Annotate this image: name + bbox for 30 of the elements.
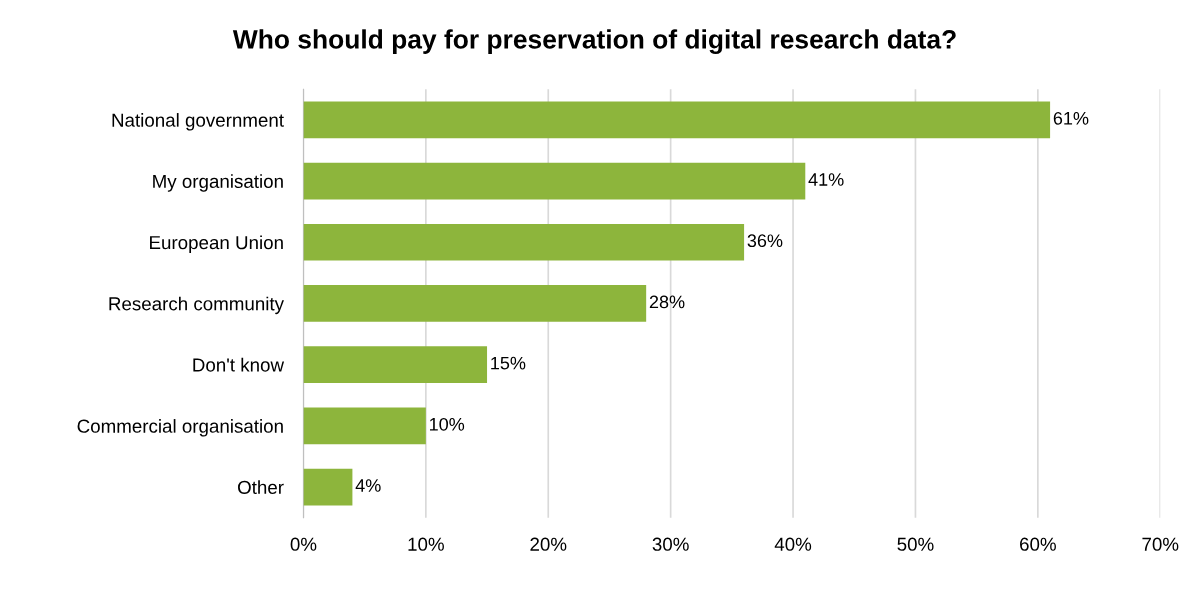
x-tick-label: 30% [652,537,689,551]
data-label: 15% [491,356,526,370]
data-label: 36% [747,234,783,248]
x-tick-label: 70% [1142,537,1179,551]
bar [303,223,745,261]
x-tick-label: 0% [290,537,317,551]
y-tick-label: Other [238,480,284,495]
x-tick-label: 40% [774,537,812,551]
bar [303,346,488,384]
y-tick-label: Commercial organisation [77,419,283,437]
data-label: 28% [649,295,685,309]
y-tick-label: National government [112,113,284,131]
x-tick-label: 20% [530,537,567,551]
bar [303,468,353,506]
chart-title: Who should pay for preservation of digital research data? [232,29,956,55]
y-tick-label: European Union [150,235,283,253]
bar [303,162,806,200]
bar [303,407,426,445]
bar [303,285,647,322]
data-label: 61% [1053,111,1089,125]
x-tick-label: 10% [408,537,444,551]
data-label: 4% [355,479,381,492]
y-tick-label: Research community [109,296,284,315]
bar [303,101,1051,139]
x-tick-label: 50% [897,537,934,551]
x-tick-label: 60% [1020,537,1056,551]
data-label: 10% [430,417,465,431]
y-tick-label: Don't know [193,357,285,372]
data-label: 41% [808,173,844,186]
y-tick-label: My organisation [153,174,283,192]
